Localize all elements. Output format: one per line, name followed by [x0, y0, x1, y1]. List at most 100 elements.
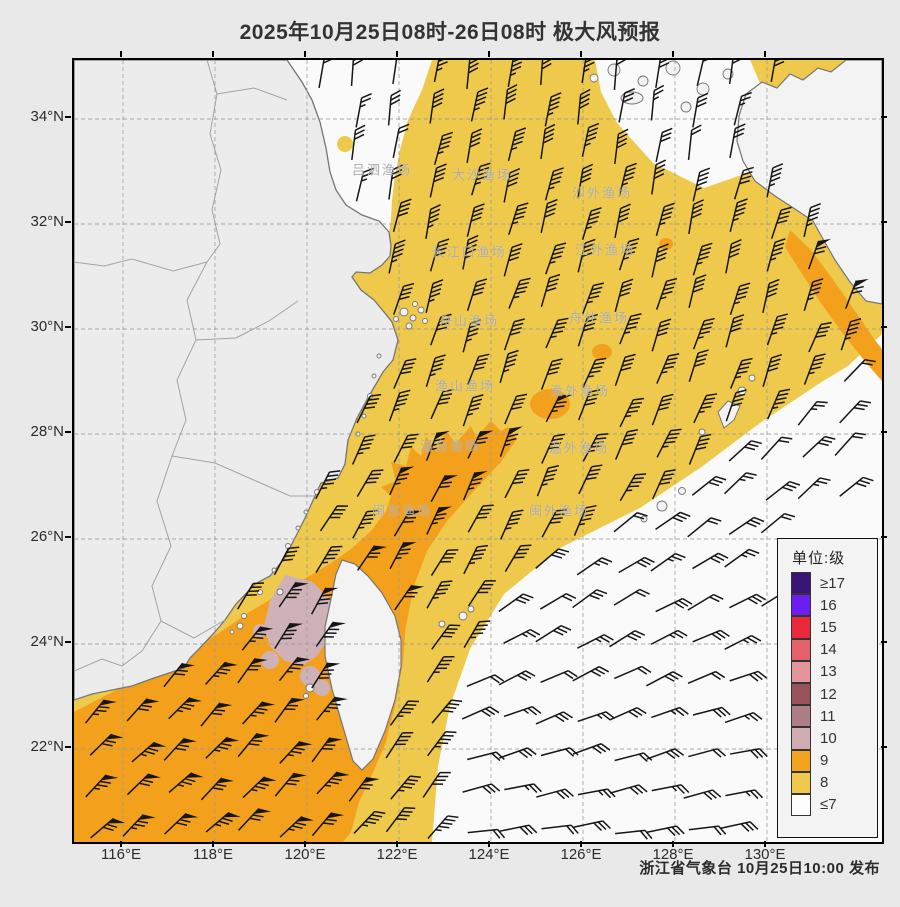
- wind-barb: [581, 122, 600, 158]
- wind-barb: [767, 388, 791, 420]
- wind-barb: [350, 60, 364, 87]
- wind-barb: [619, 313, 642, 345]
- small-island: [678, 487, 686, 495]
- wind-barb: [577, 88, 591, 125]
- legend-item: 12: [791, 682, 877, 706]
- wind-barb: [237, 657, 268, 684]
- wind-barb: [467, 828, 506, 839]
- axis-tick: [672, 841, 674, 847]
- wind-barb: [687, 670, 726, 685]
- wind-barb: [609, 707, 647, 721]
- wind-barb: [725, 314, 745, 348]
- wind-barb: [393, 358, 417, 389]
- wind-barb: [582, 282, 605, 314]
- wind-barb: [504, 468, 530, 499]
- wind-barb: [687, 593, 724, 611]
- axis-tick: [120, 51, 122, 57]
- wind-barb: [463, 620, 491, 649]
- wind-barb: [200, 777, 234, 801]
- wind-barb: [834, 432, 866, 456]
- small-island: [422, 318, 428, 324]
- y-axis-label: 26°N: [30, 528, 64, 545]
- wind-barb: [618, 556, 655, 574]
- legend-item-label: 11: [820, 707, 836, 725]
- wind-barb: [355, 167, 374, 202]
- wind-barb: [729, 198, 748, 233]
- small-island: [376, 353, 382, 359]
- wind-barb: [422, 771, 451, 798]
- axis-tick: [65, 431, 71, 433]
- wind-barb: [356, 469, 384, 498]
- wind-barb: [429, 88, 445, 124]
- axis-tick: [881, 536, 887, 538]
- x-axis-label: 120°E: [284, 846, 326, 863]
- wind-barb: [353, 810, 386, 834]
- wind-barb: [688, 748, 726, 758]
- wind-barb: [729, 670, 768, 682]
- wind-barb: [126, 698, 160, 722]
- wind-barb: [687, 124, 702, 161]
- wind-barb: [651, 159, 667, 195]
- wind-barb: [725, 389, 747, 422]
- small-island: [748, 374, 756, 382]
- small-island: [271, 567, 277, 573]
- legend-item: 14: [791, 638, 877, 661]
- level10-patch: [286, 640, 302, 656]
- wind-barb: [311, 812, 345, 837]
- legend-item: 8: [791, 771, 877, 794]
- wind-barb: [656, 353, 680, 384]
- y-axis-label: 24°N: [30, 633, 64, 650]
- wind-barb: [540, 747, 579, 757]
- wind-barb: [499, 747, 537, 759]
- wind-barb: [577, 389, 601, 421]
- taiwan-island: [324, 559, 402, 771]
- wind-barb: [431, 624, 461, 650]
- axis-tick: [764, 841, 766, 847]
- level10-patch: [314, 680, 330, 696]
- wind-barb: [503, 84, 518, 120]
- axis-tick: [672, 51, 674, 57]
- wind-barb: [503, 243, 523, 277]
- wind-barb: [540, 273, 561, 307]
- wind-barb: [241, 626, 274, 651]
- wind-barb: [311, 737, 343, 763]
- legend-item: ≥17: [791, 572, 877, 595]
- wind-barb: [613, 588, 650, 606]
- wind-barb: [696, 60, 715, 87]
- wind-barb: [619, 397, 645, 428]
- wind-barb: [535, 624, 572, 643]
- wind-barb: [433, 131, 454, 165]
- wind-barb: [797, 400, 828, 426]
- wind-barb: [609, 784, 648, 796]
- wind-barb: [540, 358, 563, 390]
- legend-item: 15: [791, 616, 877, 639]
- legend-item-label: 13: [820, 663, 837, 681]
- wind-barb: [762, 353, 783, 387]
- wind-barb: [163, 662, 195, 688]
- wind-barb: [499, 824, 538, 836]
- axis-tick: [881, 431, 887, 433]
- wind-barb: [760, 512, 796, 534]
- legend-color-swatch: [791, 660, 811, 683]
- wind-barb: [618, 162, 637, 197]
- wind-barb: [462, 319, 482, 353]
- wind-barb: [688, 349, 709, 382]
- wind-barb: [614, 353, 636, 386]
- wind-barb: [122, 813, 156, 837]
- wind-barb: [656, 428, 682, 458]
- wind-barb: [572, 589, 608, 609]
- wind-barb: [507, 60, 524, 88]
- wind-barb: [540, 593, 577, 610]
- wind-barb: [802, 435, 836, 458]
- x-axis-label: 116°E: [101, 846, 141, 863]
- wind-barb: [729, 123, 746, 159]
- wind-barb: [388, 239, 406, 274]
- axis-tick: [881, 641, 887, 643]
- small-island: [640, 515, 648, 523]
- wind-forecast-map: 吕泗渔场 大沙渔场 沙外渔场 长江口渔场 江外渔场 舟山渔场 舟外渔场 渔山渔场 渔外渔场 温台渔…: [72, 58, 884, 844]
- small-island: [405, 322, 413, 330]
- wind-barb: [351, 434, 376, 465]
- wind-barb: [463, 544, 489, 575]
- axis-tick: [580, 51, 582, 57]
- axis-tick: [65, 326, 71, 328]
